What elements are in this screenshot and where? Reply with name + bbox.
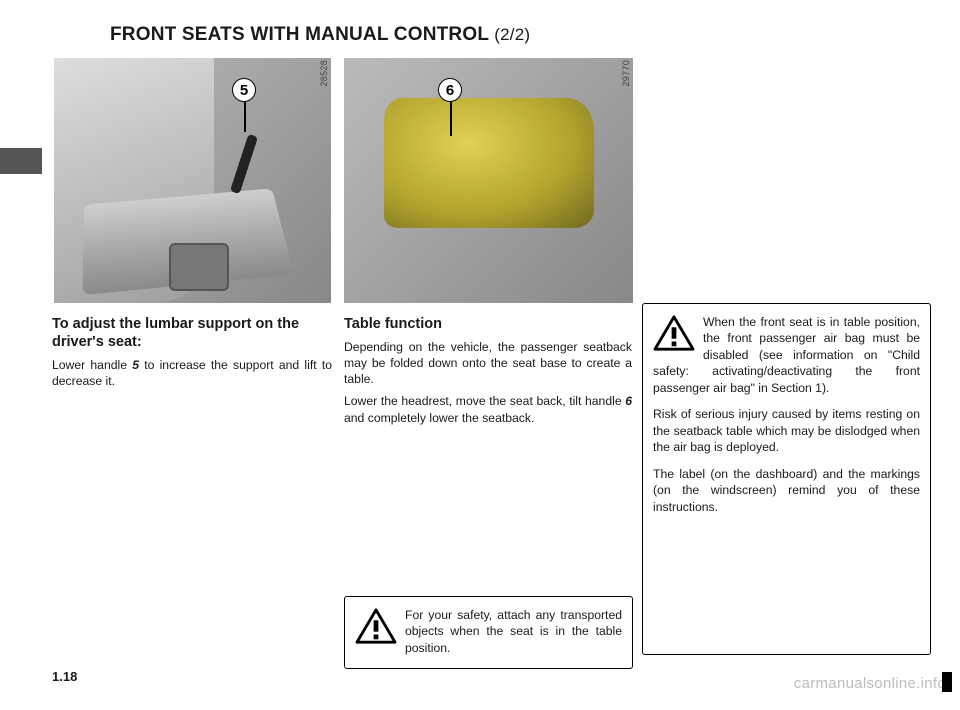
callout-5: 5 (232, 78, 256, 102)
ref-5: 5 (132, 358, 139, 372)
title-sub: (2/2) (494, 25, 530, 44)
page-number: 1.18 (52, 669, 77, 684)
photo-code-mid: 29770 (621, 60, 631, 87)
column-mid: 29770 6 Table function Depending on the … (344, 58, 632, 669)
title-main: FRONT SEATS WITH MANUAL CONTROL (110, 24, 494, 45)
photo-seatback (384, 98, 594, 228)
warning-big-p2: Risk of serious injury caused by items r… (653, 406, 920, 455)
warning-big: When the front seat is in table position… (642, 303, 931, 655)
heading-table: Table function (344, 315, 632, 333)
callout-5-line (244, 102, 246, 132)
photo-code-left: 28528 (319, 60, 329, 87)
column-left: 28528 5 To adjust the lumbar support on … (52, 58, 332, 389)
warning-big-p3: The label (on the dashboard) and the mar… (653, 466, 920, 515)
page-title: FRONT SEATS WITH MANUAL CONTROL (2/2) (110, 24, 530, 46)
callout-6: 6 (438, 78, 462, 102)
photo-table: 29770 6 (344, 58, 633, 303)
warning-icon (653, 314, 695, 352)
section-tab (0, 148, 42, 174)
watermark: carmanualsonline.info (794, 675, 946, 692)
callout-6-line (450, 102, 452, 136)
photo-lumbar: 28528 5 (54, 58, 331, 303)
heading-lumbar: To adjust the lumbar support on the driv… (52, 315, 332, 351)
warning-small-text: For your safety, attach any transported … (405, 608, 622, 655)
para-table-2: Lower the headrest, move the seat back, … (344, 393, 632, 425)
warning-icon (355, 607, 397, 645)
photo-gear (169, 243, 229, 291)
ref-6: 6 (625, 394, 632, 408)
warning-small: For your safety, attach any transported … (344, 596, 633, 669)
manual-page: FRONT SEATS WITH MANUAL CONTROL (2/2) 28… (0, 0, 960, 710)
photo-lever (230, 134, 258, 194)
para-table-1: Depending on the vehicle, the passenger … (344, 339, 632, 387)
watermark-mark (942, 672, 952, 692)
para-lumbar: Lower handle 5 to increase the support a… (52, 357, 332, 389)
